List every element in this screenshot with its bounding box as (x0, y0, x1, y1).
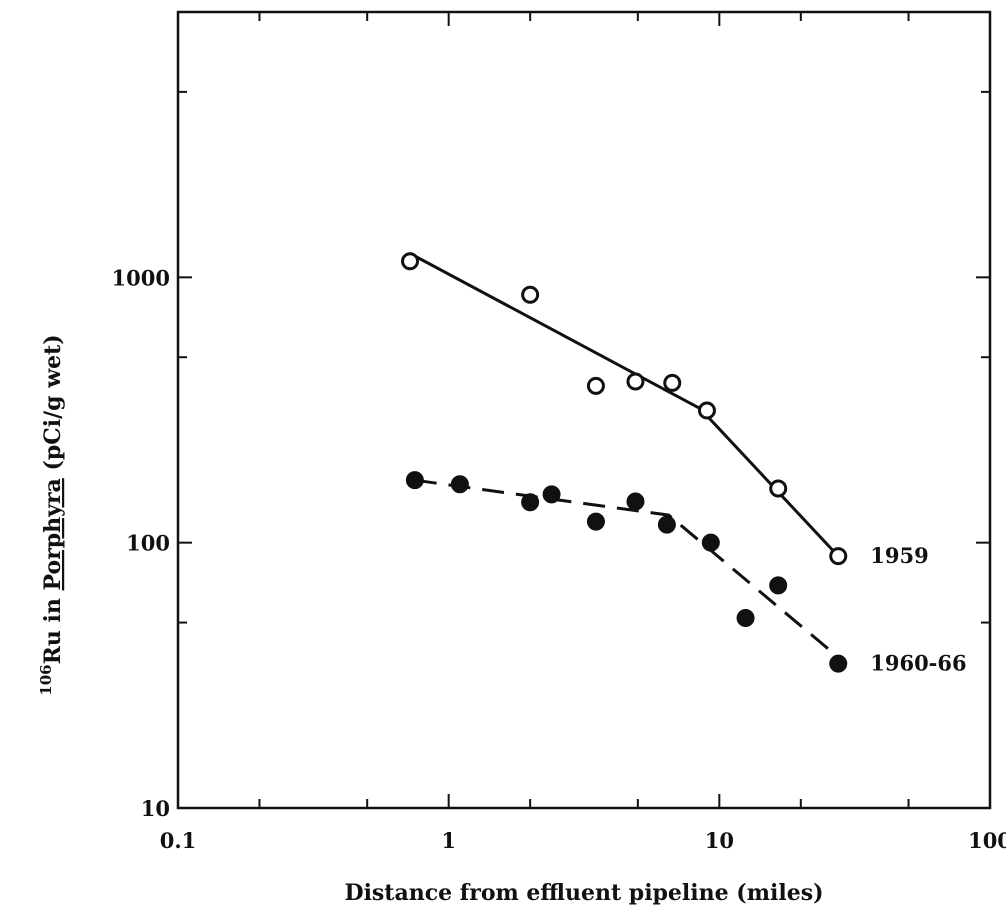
y-tick-label: 10 (141, 796, 170, 821)
x-tick-labels: 0.1 1 10 100 (160, 828, 1006, 853)
y-axis-label-unit: (pCi/g wet) (40, 334, 66, 478)
series-label-1960-66: 1960-66 (870, 651, 966, 676)
data-point-1959 (626, 372, 645, 391)
data-point-1960-66 (657, 515, 676, 534)
data-point-1960-66 (769, 576, 788, 595)
data-point-1960-66 (626, 492, 645, 511)
series-label-1959: 1959 (870, 543, 928, 568)
x-tick-label: 1 (441, 828, 456, 853)
fit-line-1960-66 (414, 478, 840, 659)
y-tick-label: 100 (126, 531, 170, 556)
data-point-1960-66 (829, 654, 848, 673)
fit-line-1959 (409, 252, 840, 558)
x-tick-label: 0.1 (160, 828, 197, 853)
data-point-1959 (769, 479, 788, 498)
data-point-1959 (829, 547, 848, 566)
series-labels: 1959 1960-66 (870, 543, 966, 676)
data-point-1960-66 (521, 493, 540, 512)
data-point-1959 (586, 376, 605, 395)
x-tick-label: 10 (705, 828, 734, 853)
data-point-1960-66 (701, 533, 720, 552)
y-axis-label-middle: in (40, 590, 66, 630)
y-axis-label-superscript: 106 (37, 664, 55, 695)
data-point-1959 (521, 285, 540, 304)
y-axis-label-element: Ru (40, 630, 66, 664)
data-point-1959 (401, 252, 420, 271)
data-point-1959 (663, 373, 682, 392)
y-axis-label-organism: Porphyra (40, 478, 66, 590)
data-point-1960-66 (736, 609, 755, 628)
fit-lines (409, 252, 840, 659)
axis-ticks (177, 12, 990, 809)
data-point-1960-66 (405, 471, 424, 490)
y-axis-label: 106Ru in Porphyra (pCi/g wet) (37, 334, 66, 695)
data-point-1960-66 (586, 512, 605, 531)
x-axis-label: Distance from effluent pipeline (miles) (344, 880, 823, 906)
plot-frame (176, 10, 992, 810)
data-point-1960-66 (542, 485, 561, 504)
data-points (401, 252, 848, 673)
y-tick-labels: 10 100 1000 (112, 265, 170, 821)
x-tick-label: 100 (968, 828, 1006, 853)
y-tick-label: 1000 (112, 265, 170, 290)
data-point-1960-66 (450, 475, 469, 494)
data-point-1959 (697, 401, 716, 420)
